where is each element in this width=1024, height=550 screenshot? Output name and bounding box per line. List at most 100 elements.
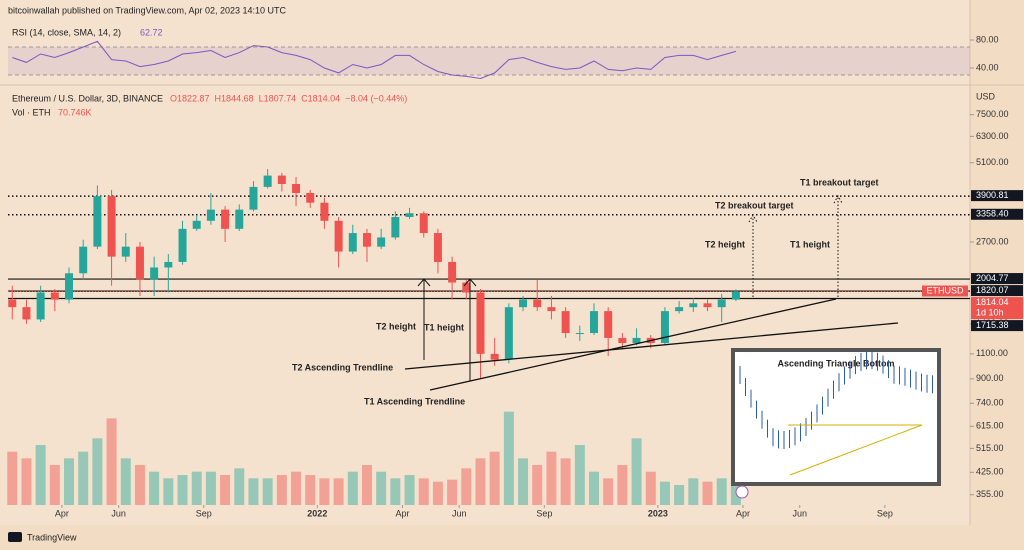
arrow-head xyxy=(463,278,477,287)
y-tick-label: 355.00 xyxy=(976,489,1004,499)
candle-body xyxy=(164,261,173,268)
t1-trendline xyxy=(429,298,837,391)
x-tick-label: Jun xyxy=(452,508,467,518)
candle-body xyxy=(206,209,215,221)
volume-bar xyxy=(617,465,628,505)
y-tick-label: 900.00 xyxy=(976,373,1004,383)
candle-body xyxy=(533,299,542,308)
rsi-label: RSI (14, close, SMA, 14, 2) xyxy=(12,27,121,37)
price-countdown: 1d 10h xyxy=(976,307,1004,317)
volume-bar xyxy=(518,458,529,505)
annotation: T2 breakout target xyxy=(715,200,794,210)
y-tick-label: 7500.00 xyxy=(976,109,1009,119)
price-label-box xyxy=(971,285,1023,297)
annotation: T1 height xyxy=(424,322,464,332)
arrow-head xyxy=(417,278,431,287)
inset-frame xyxy=(731,348,941,486)
publisher: bitcoinwallah published on TradingView.c… xyxy=(8,5,287,15)
volume-bar xyxy=(376,471,387,505)
volume-bar xyxy=(503,411,514,505)
volume-bar xyxy=(234,468,245,505)
candle-body xyxy=(22,307,31,320)
x-tick-label: Apr xyxy=(395,508,409,518)
volume-bar xyxy=(447,479,458,505)
x-tick-label: Sep xyxy=(877,508,893,518)
volume-bar xyxy=(177,475,188,505)
x-tick-label: Jun xyxy=(792,508,807,518)
candle-body xyxy=(589,311,598,334)
y-tick-label: 5100.00 xyxy=(976,157,1009,167)
candle-body xyxy=(121,246,130,257)
footer-bar xyxy=(0,525,1024,550)
price-label: 2004.77 xyxy=(976,273,1009,283)
candle-body xyxy=(519,299,528,308)
candle-body xyxy=(249,186,258,210)
candle-body xyxy=(334,220,343,252)
volume-bar xyxy=(220,475,231,505)
candle-body xyxy=(36,292,45,320)
candle-body xyxy=(504,307,513,360)
volume-bar xyxy=(92,438,103,505)
annotation: T2 Ascending Trendline xyxy=(292,362,393,372)
y-tick-label: 1100.00 xyxy=(976,348,1008,358)
candle-body xyxy=(618,337,627,344)
ohlc-value: −8.04 (−0.44%) xyxy=(345,93,407,103)
volume-bar xyxy=(134,465,145,505)
ohlc-readout: O1822.87 H1844.68 L1807.74 C1814.04 −8.04 (−… xyxy=(170,93,407,103)
candle-body xyxy=(476,292,485,354)
volume-bar xyxy=(631,438,642,505)
volume-bar xyxy=(163,478,174,505)
volume-bar xyxy=(546,451,557,505)
volume-bar xyxy=(659,481,670,505)
chart-title: Ethereum / U.S. Dollar, 3D, BINANCE xyxy=(12,93,163,103)
volume-bar xyxy=(120,458,131,505)
volume-bar xyxy=(404,475,415,505)
volume-bar xyxy=(78,451,89,505)
price-label: 1715.38 xyxy=(976,320,1009,330)
symbol-box xyxy=(922,285,968,297)
volume-bar xyxy=(64,458,75,505)
candle-body xyxy=(320,202,329,221)
price-label: 3900.81 xyxy=(976,190,1009,200)
candle-body xyxy=(575,333,584,335)
ohlc-value: O1822.87 xyxy=(170,93,210,103)
volume-bar xyxy=(461,468,472,505)
volume-bar xyxy=(674,485,685,505)
y-tick-label: 615.00 xyxy=(976,421,1004,431)
candle-body xyxy=(604,311,613,338)
brand: TradingView xyxy=(27,532,77,542)
price-label-box xyxy=(971,297,1023,320)
volume-bar xyxy=(7,451,18,505)
candle-body xyxy=(703,303,712,308)
candle-body xyxy=(107,196,116,257)
volume-bar xyxy=(418,478,429,505)
candle-body xyxy=(93,196,102,247)
candle-body xyxy=(221,209,230,229)
candle-body xyxy=(263,175,272,187)
candle-body xyxy=(689,303,698,308)
rsi-value: 62.72 xyxy=(140,27,163,37)
candle-body xyxy=(547,307,556,312)
volume-bar xyxy=(149,471,160,505)
volume-bar xyxy=(35,445,46,505)
x-tick-label: 2022 xyxy=(307,508,327,518)
volume-bar xyxy=(390,478,401,505)
volume-bar xyxy=(603,478,614,505)
drawings xyxy=(404,194,899,391)
volume-bar xyxy=(489,451,500,505)
candle-body xyxy=(405,213,414,217)
y-tick-label: 6300.00 xyxy=(976,131,1009,141)
volume-bar xyxy=(191,471,202,505)
annotation: T1 breakout target xyxy=(800,177,879,187)
brand-logo xyxy=(8,532,22,542)
price-label-box xyxy=(971,190,1023,202)
candles xyxy=(8,168,740,379)
inset-trendline xyxy=(789,424,923,476)
event-icon[interactable] xyxy=(735,485,749,499)
ohlc-value: H1844.68 xyxy=(215,93,254,103)
volume-bar xyxy=(475,458,486,505)
price-label-box xyxy=(971,320,1023,332)
volume-bar xyxy=(532,465,543,505)
rsi-line xyxy=(12,40,737,80)
